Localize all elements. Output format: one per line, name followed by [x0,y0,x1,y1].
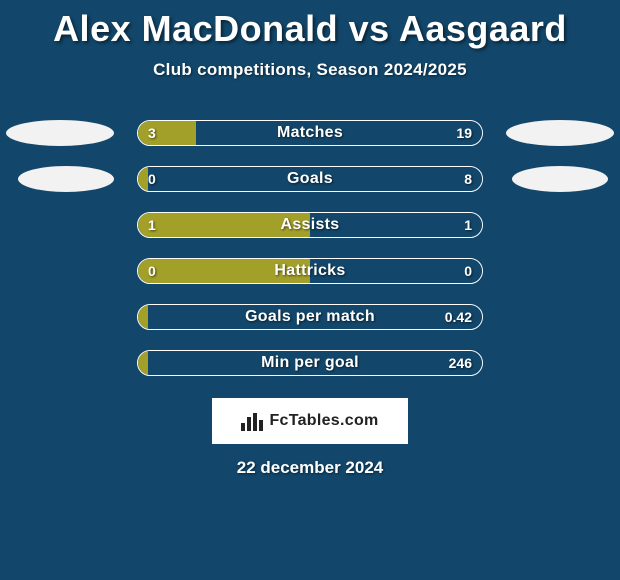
stat-row: 11Assists [0,202,620,248]
player2-fill [148,351,482,375]
player2-value: 19 [456,121,472,145]
stat-track: 0.42Goals per match [137,304,483,330]
player2-fill [148,167,482,191]
player1-fill [138,305,148,329]
page-title: Alex MacDonald vs Aasgaard [0,0,620,50]
player1-value: 0 [148,167,156,191]
player1-fill [138,121,196,145]
player2-value: 0.42 [445,305,472,329]
player2-value: 1 [464,213,472,237]
stat-row: 0.42Goals per match [0,294,620,340]
player2-fill [196,121,482,145]
player1-fill [138,213,310,237]
stat-row: 08Goals [0,156,620,202]
branding-box: FcTables.com [212,398,408,444]
stat-row: 00Hattricks [0,248,620,294]
player1-fill [138,259,310,283]
player2-fill [310,259,482,283]
stat-track: 319Matches [137,120,483,146]
stat-row: 319Matches [0,110,620,156]
comparison-chart: 319Matches08Goals11Assists00Hattricks0.4… [0,110,620,386]
player1-value: 3 [148,121,156,145]
player1-value: 0 [148,259,156,283]
stat-track: 00Hattricks [137,258,483,284]
player2-fill [310,213,482,237]
stat-track: 246Min per goal [137,350,483,376]
stat-track: 08Goals [137,166,483,192]
date-label: 22 december 2024 [0,458,620,478]
stat-track: 11Assists [137,212,483,238]
subtitle: Club competitions, Season 2024/2025 [0,60,620,80]
player1-fill [138,351,148,375]
player2-fill [148,305,482,329]
bar-chart-icon [241,411,263,431]
branding-text: FcTables.com [269,412,378,430]
player2-value: 8 [464,167,472,191]
stat-row: 246Min per goal [0,340,620,386]
player2-value: 0 [464,259,472,283]
player1-fill [138,167,148,191]
player1-value: 1 [148,213,156,237]
player2-value: 246 [449,351,472,375]
